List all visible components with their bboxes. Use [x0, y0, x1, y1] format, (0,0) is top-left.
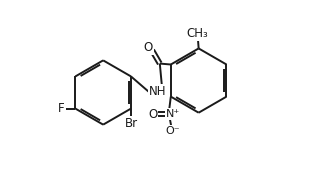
Text: O: O: [148, 107, 157, 121]
Text: Br: Br: [124, 117, 137, 130]
Text: O⁻: O⁻: [165, 126, 180, 136]
Text: CH₃: CH₃: [187, 27, 209, 40]
Text: NH: NH: [149, 85, 166, 98]
Text: N⁺: N⁺: [166, 109, 180, 119]
Text: O: O: [144, 41, 153, 53]
Text: F: F: [58, 102, 65, 115]
